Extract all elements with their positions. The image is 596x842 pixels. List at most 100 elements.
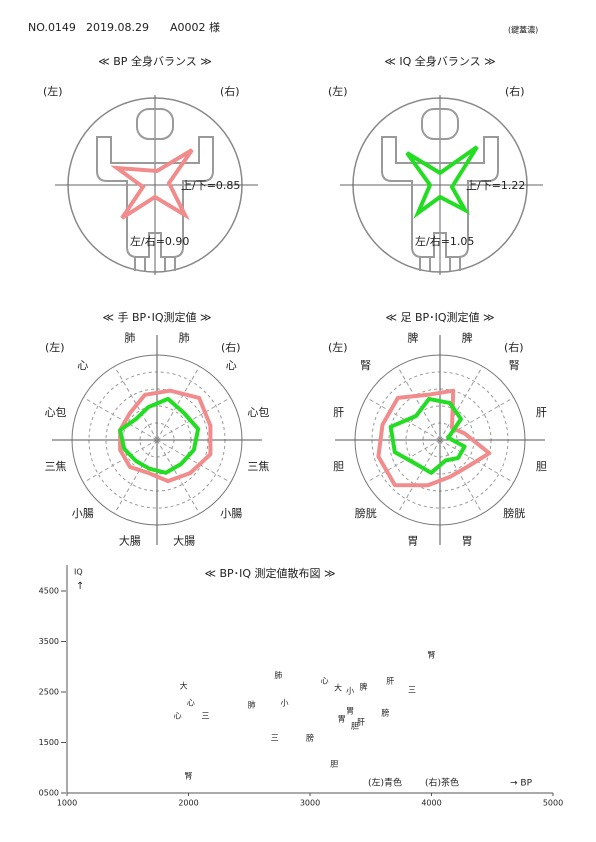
axis-label: 大腸	[173, 533, 195, 547]
iq-balance-panel	[340, 95, 543, 275]
axis-label: 脾	[407, 331, 418, 345]
radar-line	[118, 396, 201, 475]
axis-label: 膀胱	[355, 506, 377, 520]
axis-label: 大腸	[119, 533, 141, 547]
point: 心	[174, 712, 182, 721]
side-label: (右)	[220, 84, 240, 98]
radar-spoke	[366, 397, 441, 441]
point: 肺	[248, 701, 256, 710]
point: 肝	[386, 676, 394, 685]
point: 心	[321, 676, 329, 685]
x-tick-label: 4000	[421, 799, 441, 808]
radar-spoke	[83, 439, 158, 483]
axis-label: 胆	[333, 460, 344, 473]
y-tick-label: 3500	[39, 637, 59, 646]
ratio-label: 上/下=0.85	[181, 179, 240, 192]
point: 心	[187, 699, 195, 708]
panel-title: ≪ IQ 全身バランス ≫	[384, 54, 495, 68]
axis-label: 肺	[124, 332, 135, 345]
point: 大	[180, 680, 188, 690]
y-tick-label: 4500	[39, 587, 59, 596]
panel-title: ≪ BP 全身バランス ≫	[98, 54, 211, 68]
axis-label: 心	[77, 359, 88, 372]
panel-title: ≪ 足 BP･IQ測定値 ≫	[385, 310, 494, 324]
bp-balance-panel	[55, 95, 258, 275]
point: 胃	[338, 714, 346, 723]
date: 2019.08.29	[86, 21, 149, 34]
point: 腎	[428, 651, 436, 660]
point: 小	[346, 686, 354, 695]
axis-label: 胃	[407, 534, 418, 547]
axis-label: 胆	[536, 460, 547, 473]
axis-label: 心	[226, 359, 237, 372]
axis-label: 脾	[462, 331, 473, 345]
side-label: (右)	[505, 84, 525, 98]
axis-label: 肝	[536, 406, 547, 419]
radar-spoke	[439, 439, 483, 514]
ratio-label: 左/右=1.05	[415, 234, 474, 248]
axis-label: 腎	[360, 359, 371, 372]
side-label: (右)	[504, 340, 524, 354]
x-tick-label: 2000	[178, 799, 198, 808]
side-label: (左)	[328, 341, 348, 354]
side-label: (右)	[221, 340, 241, 354]
side-label: (左)	[328, 85, 348, 98]
point: 三	[271, 733, 279, 742]
point: 腎	[185, 771, 193, 780]
radar-spoke	[366, 439, 441, 483]
point: 胆	[330, 760, 338, 769]
x-tick-label: 5000	[543, 799, 563, 808]
y-axis-label: IQ	[74, 568, 83, 577]
radar-line	[376, 388, 492, 488]
point: 膀	[381, 708, 389, 718]
axis-label: 膀胱	[503, 506, 525, 520]
panel-title: ≪ 手 BP･IQ測定値 ≫	[102, 310, 211, 324]
axis-label: 肝	[333, 406, 344, 419]
x-tick-label: 1000	[57, 799, 77, 808]
point: 脾	[359, 681, 367, 691]
radar-spoke	[439, 366, 483, 441]
point: 胆	[351, 721, 359, 730]
point: 膀	[306, 732, 314, 742]
radar-line	[118, 388, 213, 484]
point: 肺	[274, 671, 282, 680]
point: 小	[280, 699, 288, 708]
axis-label: 小腸	[220, 507, 242, 520]
legend-entry: (左)青色	[368, 777, 402, 789]
point: 三	[408, 685, 416, 694]
y-axis-arrow: ↑	[76, 581, 84, 592]
balance-star	[405, 145, 479, 219]
point: 胃	[346, 707, 354, 716]
note: (鍵蓋濃)	[508, 25, 538, 35]
axis-label: 胃	[462, 534, 473, 547]
ratio-label: 上/下=1.22	[466, 179, 525, 192]
radar-spoke	[156, 397, 231, 441]
y-tick-label: 2500	[39, 688, 59, 697]
y-tick-label: 0500	[39, 789, 59, 798]
point: 大	[334, 682, 342, 692]
radar-spoke	[397, 366, 441, 441]
radar-spoke	[83, 397, 158, 441]
x-axis-label: → BP	[510, 779, 533, 789]
radar-spoke	[156, 439, 231, 483]
point: 三	[202, 712, 210, 721]
axis-label: 三焦	[247, 460, 269, 473]
axis-label: 小腸	[72, 507, 94, 520]
radar-spoke	[156, 366, 200, 441]
y-tick-label: 1500	[39, 738, 59, 747]
chart-title: ≪ BP･IQ 測定値散布図 ≫	[204, 566, 335, 580]
side-label: (左)	[43, 85, 63, 98]
point: 肝	[357, 717, 365, 726]
axis-label: 心包	[45, 406, 67, 419]
axis-label: 肺	[179, 332, 190, 345]
axis-label: 腎	[509, 359, 520, 372]
radar-spoke	[114, 439, 158, 514]
ratio-label: 左/右=0.90	[130, 234, 189, 248]
radar-spoke	[397, 439, 441, 514]
radar-line	[388, 396, 467, 475]
x-tick-label: 3000	[300, 799, 320, 808]
balance-star	[110, 148, 194, 221]
side-label: (左)	[45, 341, 65, 354]
